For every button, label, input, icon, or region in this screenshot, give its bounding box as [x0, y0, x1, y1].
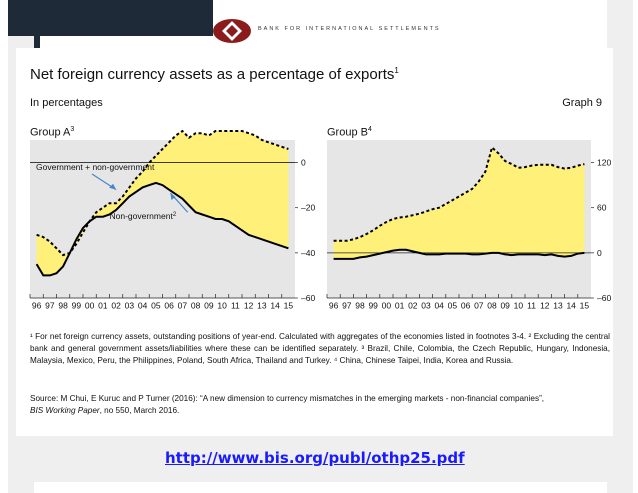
x-tick-label: 04 — [434, 300, 444, 310]
x-tick-label: 01 — [395, 300, 405, 310]
x-tick-label: 09 — [500, 300, 510, 310]
x-tick-label: 13 — [257, 300, 267, 310]
y-tick-label: –60 — [597, 293, 611, 303]
x-tick-label: 05 — [448, 300, 458, 310]
y-tick-label: –20 — [301, 203, 315, 213]
x-tick-label: 00 — [85, 300, 95, 310]
bottom-strip — [8, 436, 633, 482]
chart-subtitle: In percentages — [30, 97, 103, 109]
x-tick-label: 03 — [421, 300, 431, 310]
x-tick-label: 07 — [178, 300, 188, 310]
series-band-area — [333, 147, 585, 259]
x-tick-label: 14 — [270, 300, 280, 310]
x-tick-label: 96 — [329, 300, 339, 310]
series-band-area — [36, 131, 289, 276]
x-tick-label: 02 — [111, 300, 121, 310]
header-band — [8, 0, 213, 36]
series-line-total — [36, 129, 289, 257]
y-tick-label: 120 — [597, 158, 611, 168]
source-note: Source: M Chui, E Kuruc and P Turner (20… — [30, 394, 545, 415]
x-tick-label: 12 — [540, 300, 550, 310]
x-tick-label: 12 — [244, 300, 254, 310]
series-line-total — [333, 145, 585, 242]
x-tick-label: 02 — [408, 300, 418, 310]
series-line-non-government — [35, 181, 289, 277]
x-tick-label: 06 — [461, 300, 471, 310]
bis-logo-icon — [213, 19, 251, 43]
graph-number: Graph 9 — [562, 97, 602, 109]
series-line-non-government — [333, 248, 585, 260]
x-tick-label: 98 — [58, 300, 68, 310]
x-tick-label: 10 — [514, 300, 524, 310]
x-tick-label: 11 — [231, 300, 240, 310]
y-tick-label: –60 — [301, 293, 315, 303]
group-a-chart: 0 –20 –40 –60 96 97 98 99 00 01 02 03 04 05 06 07 08 09 10… — [29, 129, 315, 310]
y-tick-label: 60 — [597, 203, 607, 213]
x-tick-label: 97 — [342, 300, 352, 310]
x-tick-label: 09 — [204, 300, 214, 310]
x-tick-label: 99 — [72, 300, 82, 310]
chart-title: Net foreign currency assets as a percent… — [30, 66, 399, 83]
annotation-total: Government + non-government — [36, 162, 155, 172]
x-tick-label: 00 — [382, 300, 392, 310]
x-tick-label: 06 — [164, 300, 174, 310]
footnotes: ¹ For net foreign currency assets, outst… — [30, 332, 610, 365]
header-accent — [34, 36, 40, 48]
y-tick-label: 0 — [301, 158, 306, 168]
x-tick-label: 15 — [284, 300, 294, 310]
x-tick-label: 98 — [355, 300, 365, 310]
group-b-title: Group B4 — [327, 126, 372, 139]
annotation-arrowhead-non-government — [170, 193, 176, 200]
x-tick-label: 96 — [32, 300, 42, 310]
x-tick-label: 97 — [45, 300, 55, 310]
x-tick-label: 01 — [98, 300, 108, 310]
x-tick-label: 08 — [191, 300, 201, 310]
org-name: BANK FOR INTERNATIONAL SETTLEMENTS — [258, 26, 441, 32]
x-tick-label: 14 — [566, 300, 576, 310]
annotation-non-government: Non-government2 — [110, 211, 177, 221]
annotation-arrowhead-total — [109, 183, 117, 190]
x-tick-label: 08 — [487, 300, 497, 310]
x-tick-label: 04 — [138, 300, 148, 310]
x-tick-label: 15 — [580, 300, 590, 310]
x-tick-label: 05 — [151, 300, 161, 310]
x-tick-label: 10 — [217, 300, 227, 310]
y-tick-label: 0 — [597, 248, 602, 258]
x-tick-label: 07 — [474, 300, 484, 310]
y-tick-label: –40 — [301, 248, 315, 258]
x-tick-label: 03 — [125, 300, 135, 310]
x-tick-label: 11 — [527, 300, 536, 310]
source-link[interactable]: http://www.bis.org/publ/othp25.pdf — [165, 449, 465, 467]
group-a-title: Group A3 — [30, 126, 75, 139]
x-tick-label: 99 — [368, 300, 378, 310]
x-tick-label: 13 — [553, 300, 563, 310]
